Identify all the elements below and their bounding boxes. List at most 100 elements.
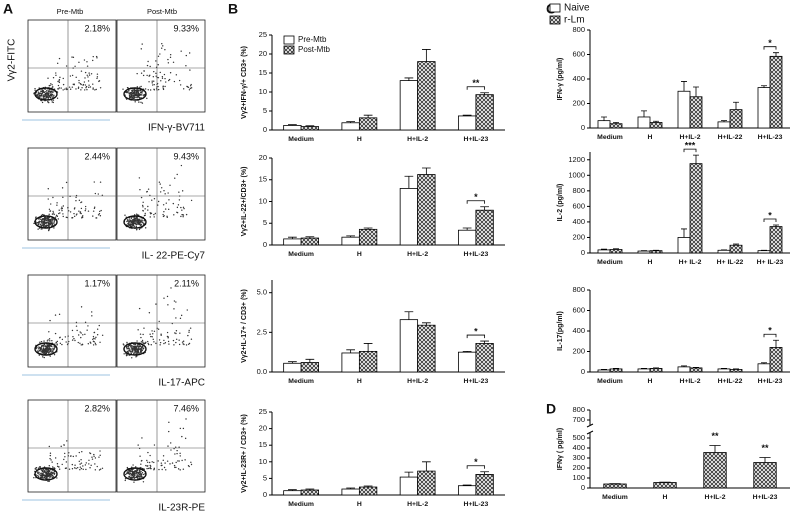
x-tick-label: Medium [597,134,623,141]
cell-dot [190,87,193,89]
cell-dot [149,74,151,76]
bar [457,115,477,131]
cell-dot [181,213,183,216]
cell-dot [133,352,136,354]
cell-dot [130,223,132,225]
cell-dot [147,89,149,91]
cell-dot [98,324,100,327]
cell-dot [50,345,53,347]
cell-dot [175,466,177,469]
x-tick-label: H [648,378,653,385]
cell-dot [168,421,170,424]
cell-dot [45,93,47,96]
cell-dot [167,445,169,447]
cell-dot [138,101,140,103]
cell-dot [45,471,48,473]
cell-dot [133,477,135,480]
cell-dot [89,86,92,88]
cell-dot [130,221,132,224]
bar [417,324,436,373]
flow-plot [27,19,117,113]
cell-dot [159,183,161,185]
cell-dot [152,333,154,335]
cell-dot [190,199,193,202]
cell-dot [48,351,50,354]
cell-dot [38,466,41,468]
cell-dot [53,467,55,469]
cell-dot [141,341,144,343]
cell-dot [163,339,165,342]
bar [417,61,436,131]
cell-dot [42,352,44,355]
cell-dot [48,213,50,216]
cell-dot [39,348,42,350]
cell-dot [140,101,142,103]
cell-dot [47,344,49,346]
cell-dot [136,220,139,222]
cell-dot [40,90,43,93]
cell-dot [47,346,49,348]
cell-dot [166,335,169,338]
cell-dot [173,344,175,346]
significance-bracket [466,86,486,90]
cell-dot [132,350,134,353]
cell-dot [174,453,176,455]
cell-dot [174,466,176,469]
cell-dot [138,177,141,179]
cell-dot [45,472,47,474]
cell-dot [83,81,86,83]
cell-dot [47,471,49,473]
cell-dot [151,199,153,201]
cell-dot [144,214,146,216]
cell-dot [52,475,54,477]
y-tick-label: 10 [259,196,267,205]
error-bar [363,227,373,230]
cell-dot [138,96,140,99]
cell-dot [188,52,191,54]
y-tick-label: 0 [581,483,585,492]
cell-dot [65,181,68,184]
cell-dot [165,469,167,471]
y-tick-label: 600 [572,305,585,314]
cell-dot [48,95,51,98]
cell-dot [45,345,47,347]
cell-dot [188,342,191,345]
bar [649,368,663,373]
cell-dot [44,347,47,350]
cell-dot [99,210,101,213]
cell-dot [153,197,156,200]
cell-dot [75,467,77,470]
cell-dot [167,62,170,64]
y-tick-label: 1200 [568,155,585,164]
cell-dot [47,350,49,352]
cell-dot [186,85,188,88]
cell-dot [166,216,168,219]
cell-dot [151,82,153,84]
cell-dot [138,95,140,97]
cell-dot [167,192,169,194]
significance-bracket [466,465,486,469]
cell-dot [38,227,41,229]
cell-dot [82,84,84,86]
cell-dot [149,467,151,470]
cell-dot [155,303,157,305]
x-tick-label: H+ IL-23 [757,259,784,266]
x-tick-label: H+ IL-2 [679,259,702,266]
cell-dot [136,223,138,225]
cell-dot [140,463,142,465]
cell-dot [80,336,82,339]
cell-dot [190,461,192,463]
cell-dot [176,206,179,209]
cell-dot [54,457,57,459]
cell-dot [38,87,40,89]
y-tick-label: 200 [572,346,585,355]
cell-dot [167,304,169,306]
legend-label: Pre-Mtb [298,35,327,44]
cell-dot [131,475,134,477]
cell-dot [94,457,97,459]
bar [653,482,677,489]
cell-dot [37,467,40,469]
x-tick-label: H [648,259,653,266]
cell-dot [131,93,133,95]
cell-dot [138,471,140,474]
